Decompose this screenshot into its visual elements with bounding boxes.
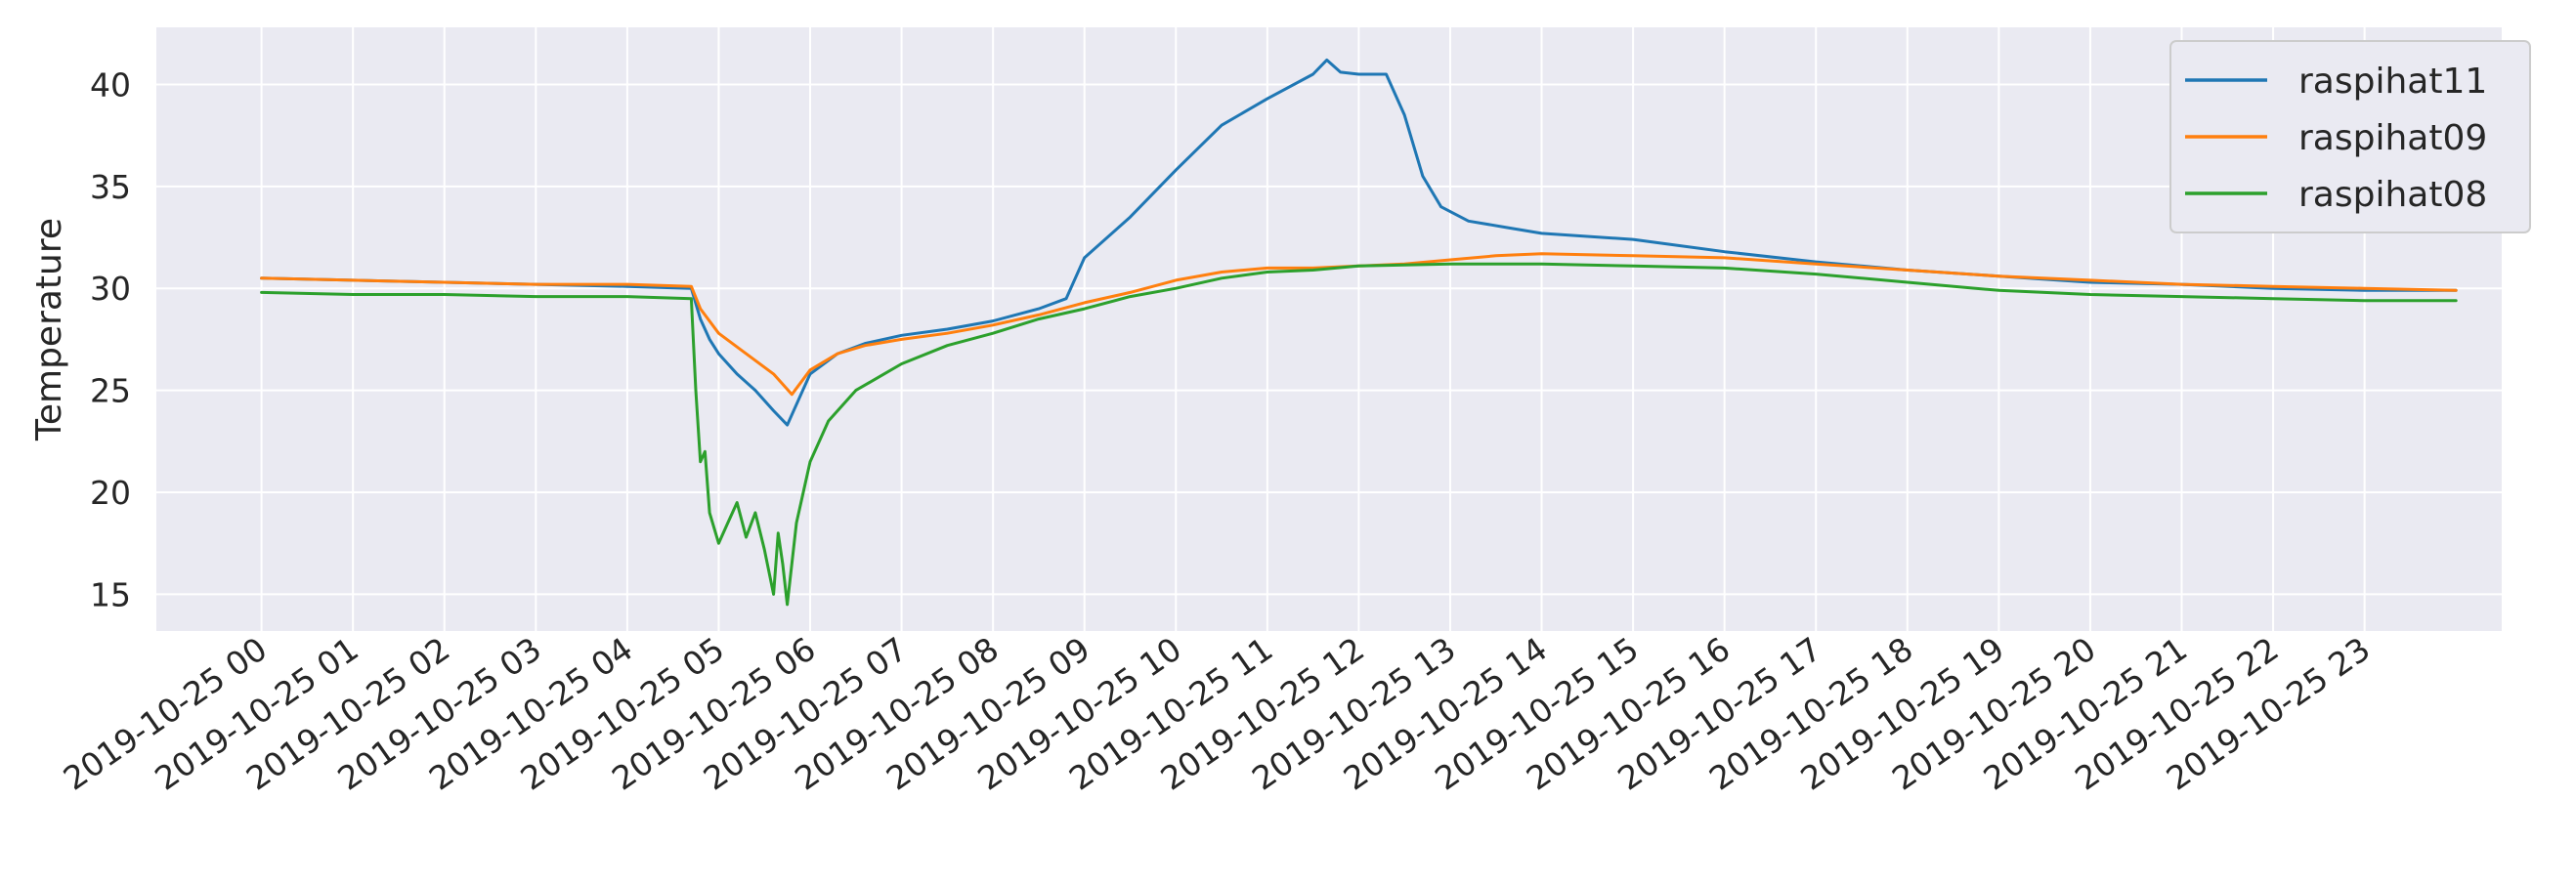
- x-gridlines: [260, 27, 2366, 631]
- y-tick-label: 15: [90, 575, 131, 613]
- series-line-raspihat08: [260, 262, 2458, 607]
- legend-label: raspihat09: [2298, 118, 2487, 158]
- y-tick-label: 35: [90, 168, 131, 206]
- legend-label: raspihat11: [2298, 62, 2487, 102]
- plot-background: [156, 27, 2502, 631]
- series-line-raspihat09: [260, 252, 2458, 397]
- y-tick-label: 20: [90, 474, 131, 512]
- y-tick-labels: 15 20 25 30 35 40: [90, 65, 131, 613]
- y-tick-label: 25: [90, 372, 131, 410]
- series-line-raspihat11: [260, 58, 2458, 427]
- y-tick-label: 30: [90, 270, 131, 308]
- y-tick-label: 40: [90, 65, 131, 104]
- y-axis-title: Temperature: [29, 218, 69, 442]
- y-gridlines: [156, 83, 2502, 596]
- series-lines: [260, 58, 2458, 607]
- legend-frame: [2169, 40, 2531, 233]
- legend: raspihat11 raspihat09 raspihat08: [2169, 40, 2531, 233]
- legend-label: raspihat08: [2298, 175, 2487, 215]
